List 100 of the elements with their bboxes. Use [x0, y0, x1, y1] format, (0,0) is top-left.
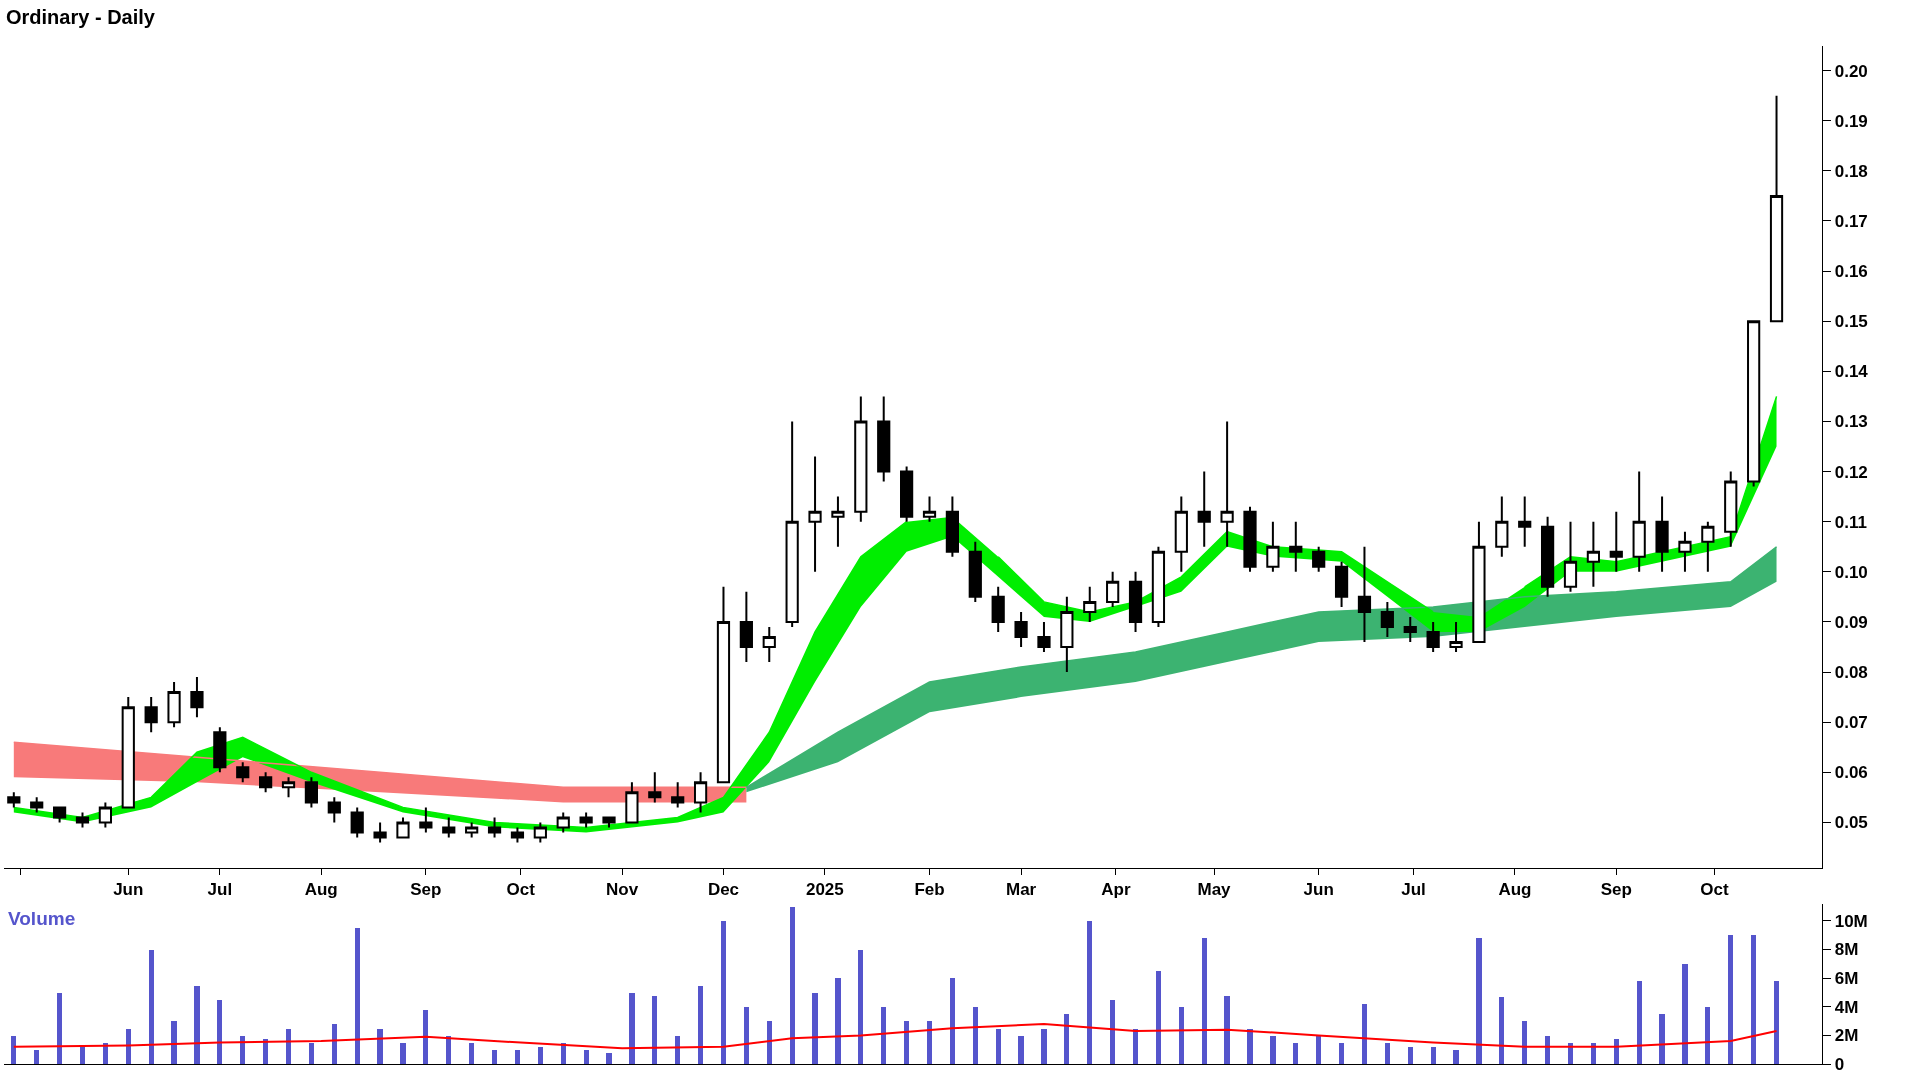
- bar: [629, 992, 635, 1064]
- candlestick: [373, 821, 387, 844]
- candlestick: [693, 771, 708, 814]
- bar: [858, 949, 863, 1064]
- candlestick: [1769, 94, 1784, 323]
- candlestick: [75, 811, 90, 829]
- x-tick-label: Jul: [207, 879, 233, 899]
- bar: [1568, 1042, 1573, 1064]
- bar: [652, 995, 657, 1064]
- bar: [57, 992, 62, 1064]
- candlestick: [831, 495, 845, 548]
- bar: [1476, 937, 1482, 1064]
- candlestick: [419, 806, 433, 834]
- bar: [1591, 1042, 1596, 1064]
- candlestick: [510, 826, 525, 844]
- bar: [80, 1046, 85, 1064]
- y-tick-label: 0.17: [1834, 211, 1868, 231]
- candlestick: [396, 816, 410, 839]
- bar: [744, 1006, 749, 1064]
- candlestick: [1220, 420, 1234, 548]
- candlestick: [1014, 610, 1028, 648]
- bar: [1133, 1028, 1138, 1064]
- bar: [446, 1035, 451, 1064]
- bar: [1453, 1049, 1459, 1064]
- x-tick-label: Aug: [304, 879, 338, 899]
- y-tick-label: 0.08: [1834, 663, 1868, 683]
- candlestick: [1197, 470, 1211, 548]
- candlestick: [236, 761, 250, 784]
- bar: [423, 1009, 428, 1064]
- bar: [332, 1023, 337, 1064]
- x-tick-label: Dec: [707, 879, 740, 899]
- candlestick: [945, 495, 960, 558]
- bar: [1339, 1042, 1344, 1064]
- bar: [950, 977, 955, 1064]
- x-tick-label: Aug: [1498, 879, 1532, 899]
- candlestick: [190, 676, 204, 719]
- candlestick: [98, 801, 112, 829]
- bar: [1522, 1020, 1527, 1064]
- x-tick-label: May: [1197, 879, 1232, 899]
- candlestick: [167, 681, 181, 729]
- bar: [904, 1020, 909, 1064]
- bar: [1385, 1042, 1390, 1064]
- candlestick: [1403, 615, 1417, 643]
- candlestick: [739, 590, 753, 664]
- candlestick: [1426, 620, 1440, 654]
- bar: [790, 906, 795, 1064]
- bar: [1316, 1035, 1321, 1064]
- candlestick: [1632, 470, 1646, 573]
- y-tick-label: 0.09: [1834, 612, 1868, 632]
- bar: [927, 1020, 932, 1064]
- candlestick: [716, 585, 731, 784]
- bar: [1774, 980, 1779, 1064]
- bar: [1293, 1042, 1298, 1064]
- bar: [767, 1020, 772, 1064]
- y-tick-label: 0.11: [1834, 512, 1867, 532]
- bar: [492, 1049, 497, 1064]
- x-tick-label: Oct: [506, 879, 536, 899]
- bar: [1247, 1028, 1253, 1064]
- y-tick-label: 0.20: [1834, 61, 1868, 81]
- x-tick-label: Jun: [113, 879, 144, 899]
- y-tick-label: 0.10: [1834, 562, 1868, 582]
- candlestick: [808, 455, 822, 573]
- y-tick-label: 0.19: [1834, 111, 1868, 131]
- bar: [1751, 934, 1756, 1064]
- candlestick: [1655, 495, 1669, 573]
- chart-title: Volume: [8, 908, 76, 929]
- candlestick: [556, 811, 570, 834]
- candlestick: [1495, 495, 1509, 558]
- candlestick: [121, 696, 135, 809]
- candlestick: [671, 781, 685, 809]
- candlestick: [1540, 515, 1555, 598]
- bar: [1682, 963, 1688, 1064]
- candlestick: [877, 395, 891, 483]
- x-tick-label: Jul: [1401, 879, 1426, 899]
- bar: [1064, 1013, 1069, 1064]
- bar: [1018, 1035, 1024, 1064]
- bar: [1110, 999, 1115, 1064]
- candlestick: [442, 816, 456, 839]
- y-tick-label: 0: [1834, 1054, 1845, 1074]
- candlestick: [281, 776, 296, 799]
- bar: [1362, 1003, 1367, 1064]
- bar: [1087, 920, 1092, 1064]
- bar: [1224, 995, 1230, 1064]
- bar: [1156, 970, 1161, 1064]
- candlestick: [1037, 620, 1051, 654]
- candlestick: [968, 540, 982, 603]
- candlestick: [350, 806, 364, 839]
- bar: [309, 1042, 314, 1064]
- y-tick-label: 0.06: [1834, 763, 1868, 783]
- bar: [584, 1049, 589, 1064]
- bar: [1408, 1046, 1413, 1064]
- bar: [1179, 1006, 1184, 1064]
- candlestick: [304, 776, 319, 809]
- x-tick-label: Jun: [1303, 879, 1334, 899]
- bar: [538, 1046, 543, 1064]
- candlestick: [213, 726, 227, 774]
- candlestick: [487, 816, 502, 839]
- bar: [1270, 1035, 1276, 1064]
- bar: [721, 920, 726, 1064]
- bar: [996, 1028, 1001, 1064]
